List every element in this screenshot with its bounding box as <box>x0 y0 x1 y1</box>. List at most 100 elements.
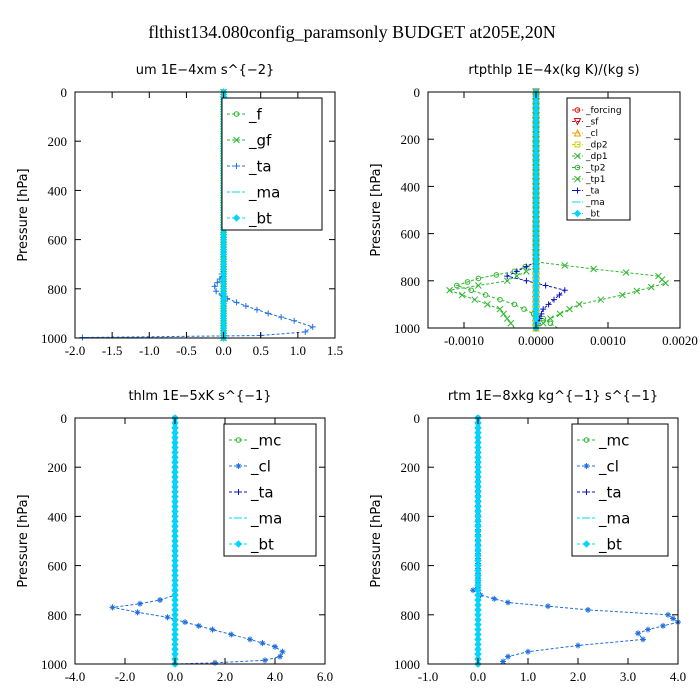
legend-label: _ma <box>585 198 605 208</box>
legend-entry: _ta <box>229 483 274 502</box>
data-point <box>309 323 316 330</box>
legend: _mc _cl _ta _ma _bt <box>571 423 669 557</box>
data-point <box>542 282 549 289</box>
x-tick-label: 2.0 <box>570 669 586 684</box>
y-tick-label: 800 <box>48 282 68 297</box>
legend-label: _bt <box>250 535 274 554</box>
legend-box <box>221 97 323 231</box>
y-tick-label: 800 <box>401 274 421 289</box>
data-point <box>464 279 471 285</box>
data-point <box>551 296 557 303</box>
data-point <box>497 296 503 303</box>
data-point <box>545 301 552 308</box>
legend-entry: _gf <box>227 131 272 150</box>
data-point <box>523 263 530 270</box>
data-point <box>195 622 202 629</box>
x-tick-label: 1.0 <box>290 343 306 358</box>
series-bt <box>532 88 540 332</box>
data-point <box>272 643 278 650</box>
data-point <box>446 286 453 294</box>
legend-label: _ma <box>248 183 280 202</box>
data-point <box>278 314 285 321</box>
y-tick-label: 400 <box>48 183 68 198</box>
data-point <box>590 265 597 273</box>
x-tick-label: 0.0010 <box>590 333 626 348</box>
data-point <box>279 648 286 655</box>
legend-label: _ta <box>250 483 274 502</box>
legend-box <box>571 423 669 557</box>
data-point <box>228 631 235 638</box>
y-tick-label: 800 <box>48 608 68 623</box>
legend-marker <box>573 209 582 218</box>
y-tick-label: 400 <box>401 179 421 194</box>
data-point <box>182 619 188 626</box>
series-line <box>447 92 537 329</box>
data-point <box>504 273 511 280</box>
legend-label: _tp2 <box>585 164 605 174</box>
y-tick-label: 600 <box>401 227 421 242</box>
data-point <box>209 626 216 633</box>
legend-label: _ma <box>598 509 630 528</box>
legend-entry: _ta <box>572 187 600 197</box>
x-tick-label: 3.0 <box>620 669 636 684</box>
x-tick-label: -0.5 <box>176 343 197 358</box>
data-point <box>137 600 143 607</box>
chart-panel-2: rtpthlp 1E−4x(kg K)/(kg s) Pressure [hPa]… <box>369 63 698 348</box>
series-tp1 <box>446 88 540 329</box>
y-tick-label: 0 <box>61 411 68 426</box>
x-tick-label: -2.0 <box>115 669 136 684</box>
legend-label: _cl <box>250 457 271 476</box>
series-bt <box>171 414 179 668</box>
legend-label: _ta <box>585 187 600 197</box>
legend-label: _mc <box>598 431 629 450</box>
legend-marker <box>233 163 240 169</box>
legend-entry: _tp2 <box>572 164 605 174</box>
chart-panel-3: thlm 1E−5xK s^{−1} Pressure [hPa] -4.0 -2.0… <box>16 389 333 684</box>
y-tick-label: 200 <box>401 460 421 475</box>
data-point <box>575 642 581 649</box>
legend-label: _cl <box>585 129 598 139</box>
legend-entry: _ma <box>229 509 282 528</box>
data-point <box>247 636 253 643</box>
legend-label: _ma <box>250 509 282 528</box>
series-bt <box>474 414 482 668</box>
data-point <box>468 287 475 294</box>
legend-label: _f <box>248 105 263 124</box>
y-tick-label: 0 <box>414 85 421 100</box>
data-point <box>505 599 511 606</box>
x-tick-label: -0.0010 <box>444 333 484 348</box>
legend-marker <box>235 489 242 495</box>
data-point <box>491 595 498 602</box>
y-tick-label: 200 <box>48 460 68 475</box>
legend: _mc _cl _ta _ma _bt <box>223 423 317 557</box>
data-point <box>556 291 563 298</box>
legend-entry: _ma <box>572 198 605 208</box>
y-tick-label: 0 <box>61 85 68 100</box>
data-point <box>302 328 309 335</box>
data-point <box>566 305 573 313</box>
data-point <box>493 272 500 278</box>
plot-frame <box>74 91 336 339</box>
data-point <box>277 653 283 660</box>
legend-entry: _dp2 <box>572 141 608 151</box>
chart-panel-1: um 1E−4xm s^{−2} Pressure [hPa] -2.0 -1.5 -1… <box>16 63 343 358</box>
y-axis-label: Pressure [hPa] <box>369 163 384 256</box>
data-point <box>545 603 551 610</box>
data-point <box>213 288 220 295</box>
data-point <box>505 653 511 660</box>
data-point <box>482 292 489 298</box>
legend-marker <box>233 136 240 144</box>
y-tick-label: 1000 <box>394 657 420 672</box>
plot-frame <box>74 417 326 665</box>
data-point <box>475 282 482 289</box>
legend-entry: _dp1 <box>572 152 608 162</box>
legend-label: _cl <box>598 457 619 476</box>
x-tick-label: 0.0000 <box>518 333 554 348</box>
legend-label: _ta <box>248 157 272 176</box>
legend-label: _forcing <box>585 106 622 116</box>
data-point <box>134 609 141 616</box>
series-line <box>112 418 284 665</box>
y-tick-label: 1000 <box>394 321 420 336</box>
data-point <box>503 315 511 322</box>
